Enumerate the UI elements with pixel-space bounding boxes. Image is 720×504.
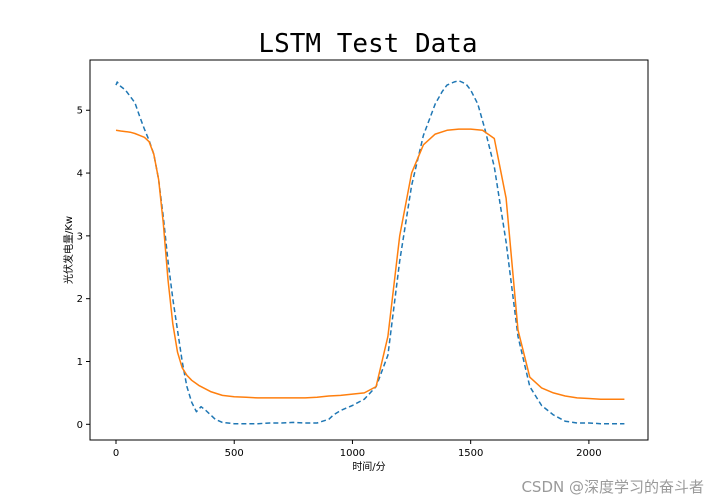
y-tick-label: 0 xyxy=(77,420,83,431)
y-tick-label: 2 xyxy=(77,294,83,305)
x-tick-label: 0 xyxy=(113,448,119,459)
x-tick-label: 1500 xyxy=(458,448,483,459)
plot-lines xyxy=(115,79,625,425)
x-axis-label: 时间/分 xyxy=(352,460,385,473)
plot-frame xyxy=(89,59,649,441)
y-tick-label: 3 xyxy=(77,231,83,242)
y-tick-label: 4 xyxy=(77,169,83,180)
y-axis-label: 光伏发电量/Kw xyxy=(62,216,75,284)
y-axis: 0 1 2 3 4 5 xyxy=(77,106,90,431)
x-tick-label: 500 xyxy=(225,448,244,459)
y-tick-label: 5 xyxy=(77,106,83,117)
series-line-1 xyxy=(115,79,625,425)
x-tick-label: 1000 xyxy=(340,448,365,459)
series-line-2 xyxy=(115,128,625,400)
chart-title: LSTM Test Data xyxy=(258,29,477,59)
y-tick-label: 1 xyxy=(77,357,83,368)
watermark: CSDN @深度学习的奋斗者 xyxy=(521,478,704,496)
x-tick-label: 2000 xyxy=(576,448,601,459)
x-axis: 0 500 1000 1500 2000 xyxy=(113,440,602,459)
